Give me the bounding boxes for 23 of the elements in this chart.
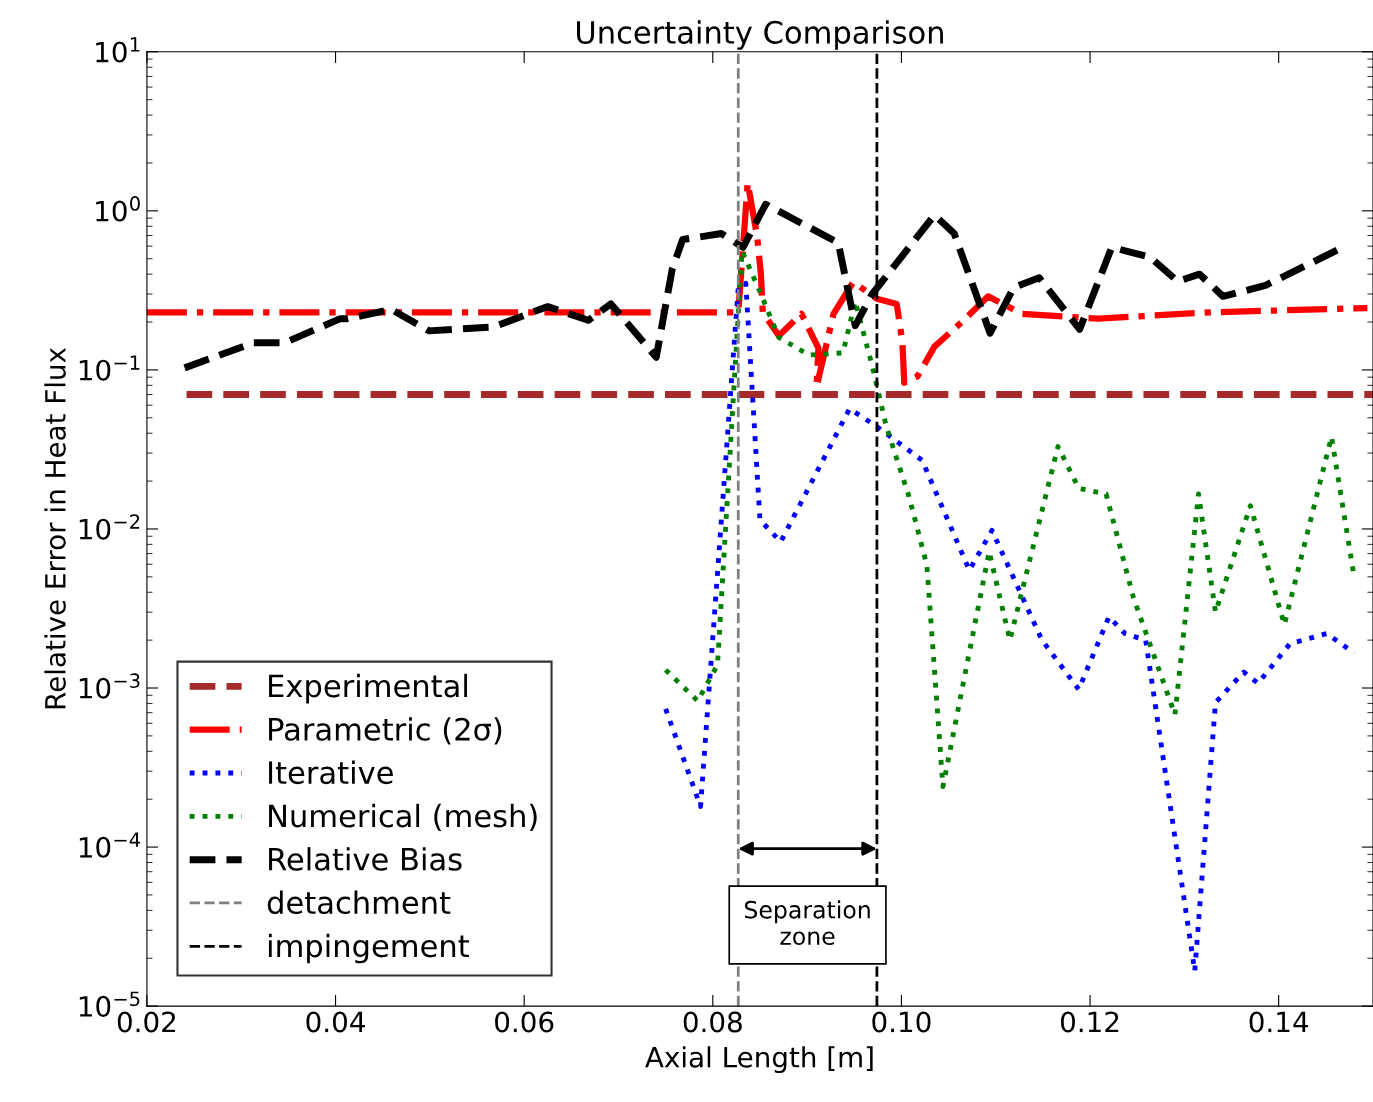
chart-title: Uncertainty Comparison [577, 20, 943, 50]
x-tick-label: 0.08 [683, 1011, 742, 1033]
x-tick-label: 0.14 [1249, 1011, 1309, 1033]
x-axis-title: Axial Length [m] [645, 1046, 873, 1074]
y-axis-title: Relative Error in Heat Flux [44, 347, 66, 709]
x-tick-label: 0.04 [306, 1011, 365, 1033]
legend-label: impingement [268, 933, 469, 964]
y-tick-label: 10$^{0}$ [96, 196, 140, 222]
legend-label: Numerical (mesh) [269, 803, 537, 832]
x-tick-label: 0.12 [1060, 1011, 1119, 1033]
y-tick-label: 10$^{−2}$ [79, 514, 140, 540]
legend-label: Relative Bias [269, 847, 462, 871]
x-tick-label: 0.06 [495, 1011, 554, 1033]
y-tick-label: 10$^{−3}$ [79, 673, 140, 699]
legend-label: Experimental [269, 673, 467, 704]
legend-label: Parametric (2σ) [269, 717, 502, 745]
legend-label: Iterative [269, 760, 393, 785]
y-tick-label: 10$^{−4}$ [79, 832, 140, 858]
annotation: Separation zone [744, 900, 870, 946]
legend-label: detachment [267, 890, 451, 915]
x-tick-label: 0.10 [872, 1011, 931, 1033]
y-tick-label: 10$^{−1}$ [79, 355, 140, 381]
y-tick-label: 10$^{1}$ [96, 37, 140, 63]
